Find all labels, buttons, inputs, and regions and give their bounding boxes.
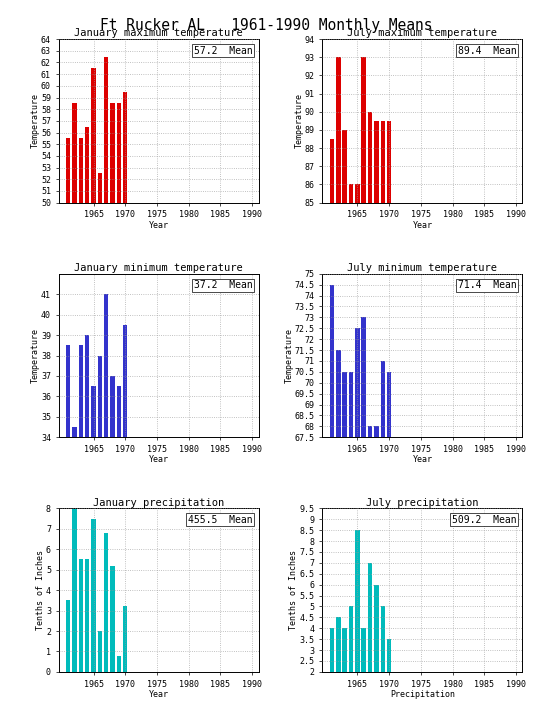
- Bar: [343, 372, 347, 437]
- X-axis label: Year: Year: [149, 690, 168, 699]
- Bar: [98, 356, 102, 437]
- Bar: [330, 139, 334, 203]
- Bar: [361, 629, 366, 711]
- X-axis label: Year: Year: [149, 455, 168, 464]
- Bar: [104, 294, 108, 437]
- Bar: [79, 139, 83, 203]
- Bar: [336, 58, 341, 203]
- Text: 509.2  Mean: 509.2 Mean: [452, 515, 516, 525]
- Text: 37.2  Mean: 37.2 Mean: [194, 280, 253, 290]
- Bar: [117, 656, 121, 672]
- Text: 455.5  Mean: 455.5 Mean: [188, 515, 253, 525]
- Title: July minimum temperature: July minimum temperature: [348, 263, 497, 273]
- Text: 57.2  Mean: 57.2 Mean: [194, 46, 253, 55]
- Bar: [104, 533, 108, 672]
- X-axis label: Year: Year: [149, 220, 168, 230]
- Bar: [368, 112, 372, 203]
- X-axis label: Year: Year: [413, 455, 432, 464]
- Bar: [85, 127, 90, 203]
- Bar: [72, 103, 77, 203]
- Bar: [66, 346, 70, 437]
- Y-axis label: Temperature: Temperature: [285, 328, 294, 383]
- Bar: [387, 372, 391, 437]
- Bar: [336, 350, 341, 437]
- Bar: [91, 68, 96, 203]
- Title: January precipitation: January precipitation: [93, 498, 224, 508]
- Bar: [330, 284, 334, 437]
- Bar: [123, 92, 127, 203]
- Bar: [381, 361, 385, 437]
- Bar: [72, 508, 77, 672]
- Bar: [349, 606, 353, 711]
- Bar: [98, 173, 102, 203]
- Title: July precipitation: July precipitation: [366, 498, 479, 508]
- Bar: [98, 631, 102, 672]
- Bar: [123, 606, 127, 672]
- Bar: [66, 600, 70, 672]
- Bar: [387, 639, 391, 711]
- Bar: [91, 518, 96, 672]
- Bar: [361, 317, 366, 437]
- Bar: [355, 328, 360, 437]
- Bar: [381, 606, 385, 711]
- Bar: [72, 427, 77, 437]
- Bar: [374, 584, 378, 711]
- Text: 89.4  Mean: 89.4 Mean: [458, 46, 516, 55]
- Text: 71.4  Mean: 71.4 Mean: [458, 280, 516, 290]
- Bar: [91, 386, 96, 437]
- Bar: [355, 530, 360, 711]
- Bar: [117, 386, 121, 437]
- Bar: [355, 184, 360, 203]
- Y-axis label: Temperature: Temperature: [30, 328, 39, 383]
- Bar: [368, 427, 372, 437]
- X-axis label: Precipitation: Precipitation: [390, 690, 455, 699]
- Bar: [123, 325, 127, 437]
- Bar: [110, 103, 115, 203]
- Bar: [381, 121, 385, 203]
- Bar: [374, 427, 378, 437]
- Bar: [349, 372, 353, 437]
- Bar: [66, 139, 70, 203]
- Bar: [85, 560, 90, 672]
- Bar: [349, 184, 353, 203]
- Title: July maximum temperature: July maximum temperature: [348, 28, 497, 38]
- X-axis label: Year: Year: [413, 220, 432, 230]
- Bar: [336, 617, 341, 711]
- Bar: [343, 130, 347, 203]
- Bar: [117, 103, 121, 203]
- Y-axis label: Tenths of Inches: Tenths of Inches: [36, 550, 45, 630]
- Bar: [110, 376, 115, 437]
- Bar: [368, 563, 372, 711]
- Bar: [104, 57, 108, 203]
- Bar: [387, 121, 391, 203]
- Bar: [330, 629, 334, 711]
- Title: January maximum temperature: January maximum temperature: [74, 28, 243, 38]
- Bar: [79, 346, 83, 437]
- Bar: [361, 58, 366, 203]
- Bar: [343, 629, 347, 711]
- Y-axis label: Temperature: Temperature: [30, 93, 39, 149]
- Text: Ft Rucker AL   1961-1990 Monthly Means: Ft Rucker AL 1961-1990 Monthly Means: [100, 18, 433, 33]
- Y-axis label: Temperature: Temperature: [294, 93, 303, 149]
- Bar: [374, 121, 378, 203]
- Bar: [110, 566, 115, 672]
- Bar: [85, 335, 90, 437]
- Bar: [79, 560, 83, 672]
- Y-axis label: Tenths of Inches: Tenths of Inches: [289, 550, 298, 630]
- Title: January minimum temperature: January minimum temperature: [74, 263, 243, 273]
